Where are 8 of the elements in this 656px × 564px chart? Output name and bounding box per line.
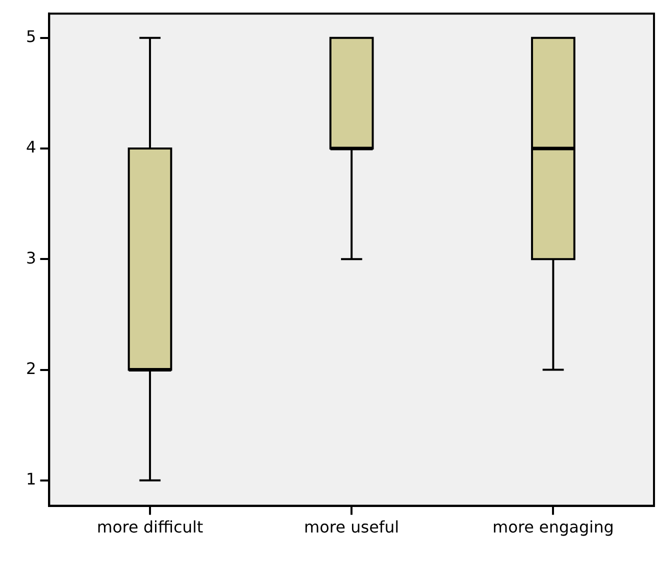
y-tick-label: 4 [26,138,36,157]
x-tick-label: more useful [304,518,400,537]
x-tick-label: more difficult [96,518,204,537]
y-tick-label: 3 [26,248,36,268]
x-tick-label: more engaging [492,518,614,537]
y-tick-label: 1 [26,470,36,489]
y-tick-label: 2 [26,358,36,378]
y-tick-label: 5 [26,27,36,46]
